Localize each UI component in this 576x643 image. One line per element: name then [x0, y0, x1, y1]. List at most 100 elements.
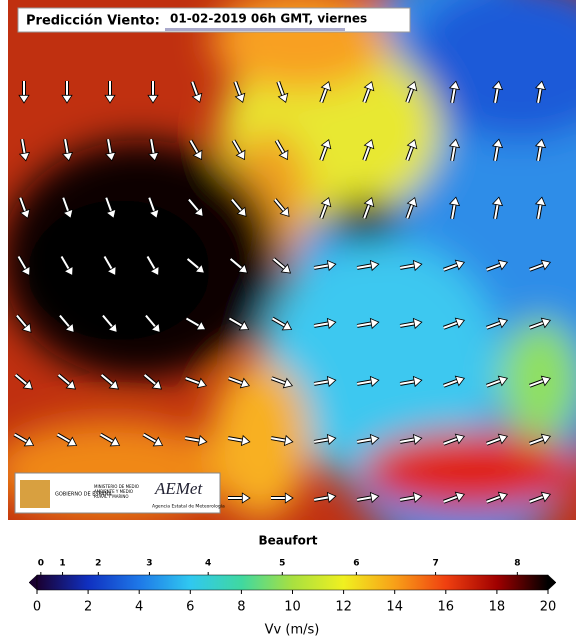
arrow-head: [448, 138, 461, 149]
arrow-head: [491, 196, 504, 207]
arrow-shaft: [313, 438, 330, 443]
arrow-head: [279, 206, 290, 217]
arrow-shaft: [277, 81, 285, 97]
arrow-head: [193, 206, 204, 217]
wind-arrow: [228, 316, 250, 331]
arrow-shaft: [64, 138, 69, 155]
wind-arrow: [18, 81, 30, 104]
arrow-head: [369, 259, 380, 272]
tick-label: 4: [135, 600, 143, 615]
arrow-shaft: [59, 314, 71, 329]
arrow-head: [540, 433, 552, 445]
arrow-head: [320, 80, 332, 92]
arrow-shaft: [486, 495, 502, 503]
arrow-shaft: [486, 379, 502, 387]
wind-arrow: [272, 257, 291, 274]
logo-ministry: MINISTERIO DE MEDIO AMBIENTE Y MEDIO RUR…: [94, 484, 139, 499]
wind-arrow: [448, 196, 461, 220]
tick-label: 16: [438, 600, 455, 615]
arrow-head: [320, 196, 332, 208]
arrow-shaft: [103, 255, 114, 271]
colorbar: 0 2 4 6 8 10 12 14 16 18 200 1 2 3 4 5 6 7 8: [28, 559, 557, 615]
arrow-shaft: [228, 317, 244, 328]
arrow-head: [62, 208, 74, 220]
arrow-shaft: [270, 437, 287, 442]
colorbar-low-end: [28, 574, 38, 591]
wind-arrow: [362, 196, 375, 220]
wind-arrow: [231, 139, 246, 161]
arrow-head: [283, 434, 294, 447]
wind-arrow: [362, 138, 375, 162]
arrow-head: [105, 208, 117, 220]
arrow-shaft: [529, 495, 545, 503]
wind-arrow: [61, 138, 74, 162]
arrow-shaft: [529, 437, 545, 445]
arrow-head: [147, 94, 159, 104]
arrow-shaft: [320, 203, 328, 219]
arrow-head: [194, 263, 205, 274]
wind-arrow: [528, 259, 552, 272]
arrow-head: [20, 265, 31, 277]
arrow-head: [282, 377, 294, 389]
arrow-head: [236, 206, 247, 217]
arrow-head: [195, 320, 207, 331]
wind-arrow: [145, 255, 160, 277]
wind-arrow: [185, 316, 207, 331]
arrow-head: [497, 433, 509, 445]
arrow-shaft: [529, 263, 545, 271]
wind-arrow: [528, 317, 552, 330]
arrow-head: [497, 259, 509, 271]
wind-arrow: [147, 81, 159, 104]
arrow-shaft: [486, 437, 502, 445]
wind-arrow: [534, 138, 547, 162]
arrow-shaft: [451, 203, 456, 220]
arrow-shaft: [537, 203, 542, 220]
arrow-head: [64, 322, 75, 333]
wind-arrow: [14, 373, 33, 390]
arrow-shaft: [320, 145, 328, 161]
arrow-head: [406, 138, 418, 150]
wind-arrow: [356, 259, 380, 272]
arrow-head: [534, 196, 547, 207]
wind-arrow: [144, 314, 161, 333]
tick-label: 12: [335, 600, 352, 615]
arrow-shaft: [14, 374, 29, 386]
arrow-head: [363, 80, 375, 92]
coat-of-arms: [20, 480, 50, 508]
wind-arrow: [313, 259, 337, 272]
arrow-head: [150, 322, 161, 333]
arrow-head: [412, 259, 423, 272]
wind-arrow: [186, 257, 205, 274]
wind-arrow: [442, 433, 466, 446]
wind-arrow: [270, 376, 294, 389]
wind-arrow: [270, 434, 294, 447]
arrow-head: [18, 151, 31, 162]
logo-ministry-wrap: MINISTERIO DE MEDIO AMBIENTE Y MEDIO RUR…: [94, 484, 139, 499]
arrow-shaft: [443, 495, 459, 503]
arrow-head: [540, 259, 552, 271]
arrow-head: [19, 208, 31, 220]
wind-arrow: [313, 317, 337, 330]
arrow-head: [23, 436, 35, 447]
arrow-head: [106, 265, 117, 277]
arrow-head: [326, 491, 337, 504]
arrow-shaft: [271, 377, 287, 385]
arrow-shaft: [148, 197, 156, 213]
arrow-shaft: [313, 322, 330, 327]
wind-arrow: [399, 375, 423, 388]
arrow-head: [454, 375, 466, 387]
wind-arrow: [313, 491, 337, 504]
arrow-head: [448, 80, 461, 91]
wind-arrow: [534, 196, 547, 220]
arrow-head: [238, 320, 250, 331]
arrow-head: [534, 80, 547, 91]
wind-arrow: [274, 139, 289, 161]
arrow-shaft: [60, 255, 71, 271]
arrow-head: [197, 434, 208, 447]
arrow-head: [192, 149, 203, 161]
arrow-shaft: [189, 139, 200, 155]
wind-arrow: [405, 196, 418, 220]
wind-arrow: [228, 492, 251, 504]
arrow-shaft: [185, 377, 201, 385]
